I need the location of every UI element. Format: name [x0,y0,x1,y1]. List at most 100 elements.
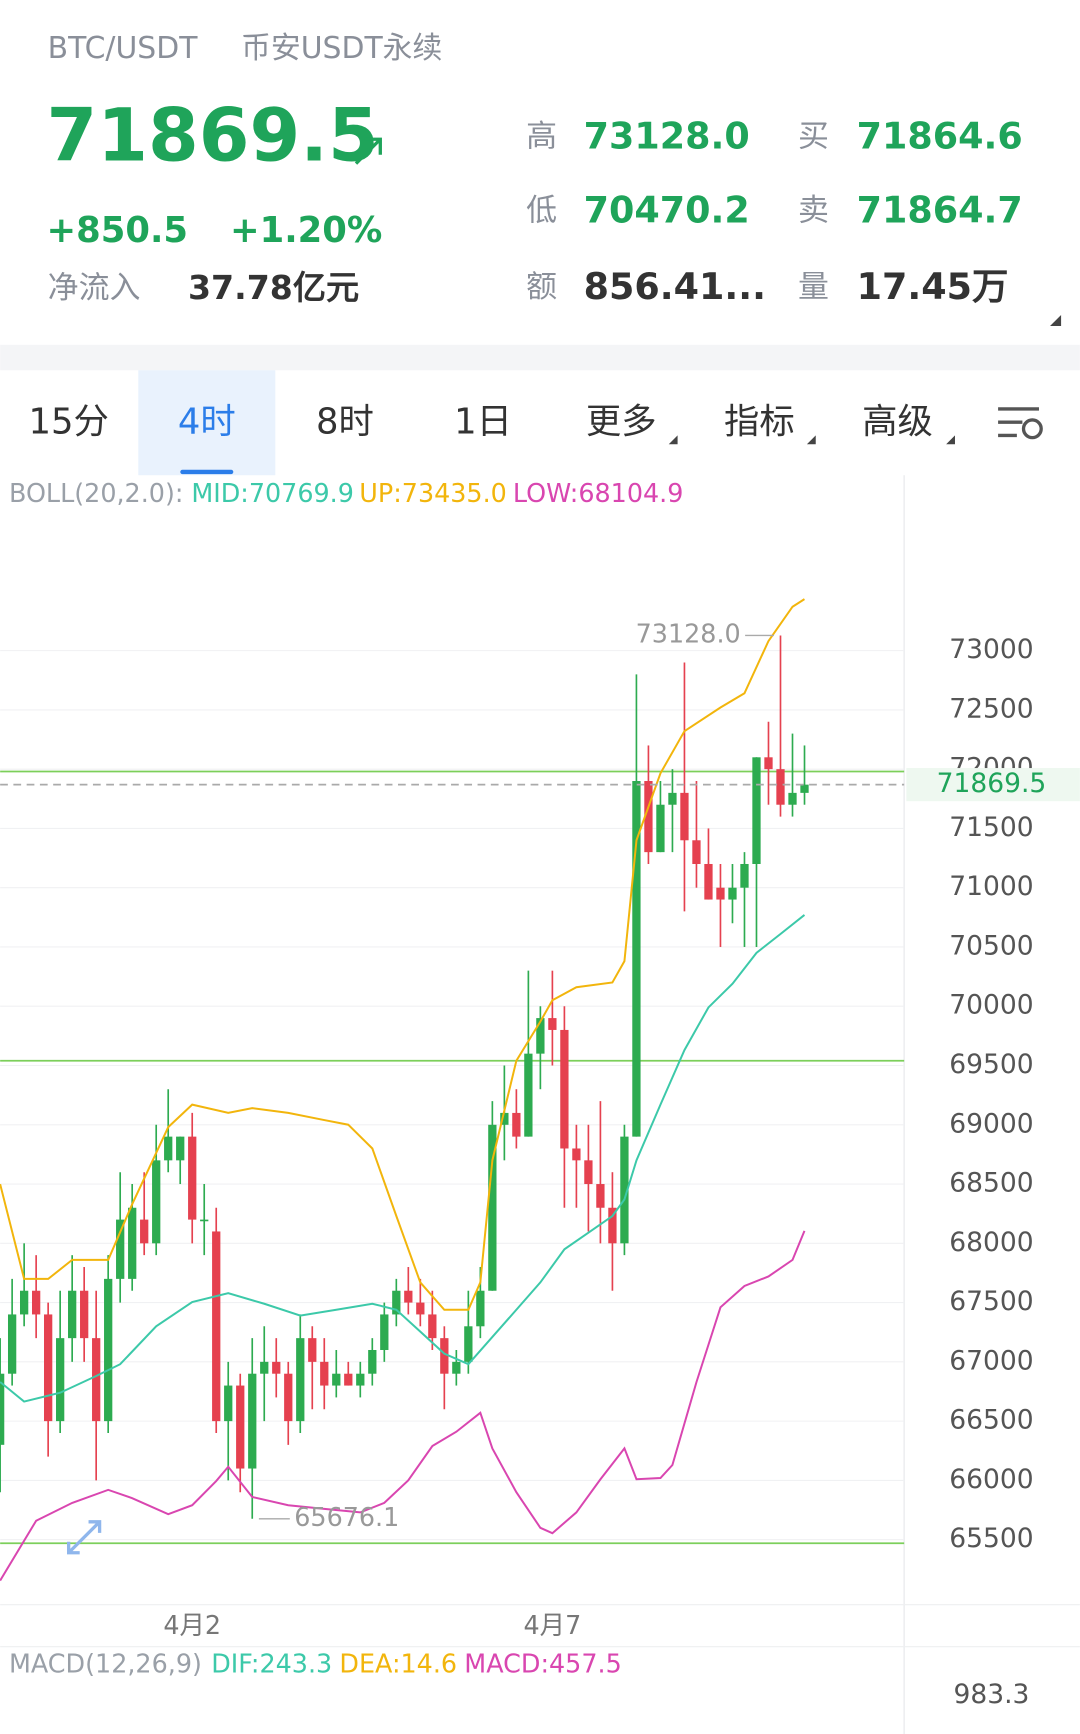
stat-label: 卖 [798,193,829,229]
divider [0,344,1080,371]
x-tick-label: 4月7 [524,1610,582,1640]
candle-body [704,863,713,900]
candle-body [356,1373,365,1386]
y-tick-label: 71500 [949,812,1033,843]
candle-body [512,1112,521,1137]
macd-title: MACD(12,26,9) [9,1648,202,1678]
settings-icon[interactable] [998,407,1043,440]
candle-body [464,1326,473,1362]
boll-line [0,598,806,1311]
candle-body [656,804,665,853]
candle-body [152,1160,161,1244]
y-tick-label: 70000 [949,990,1033,1021]
candle-body [632,781,641,1137]
macd-dif: DIF:243.3 [211,1648,332,1678]
candle-body [224,1385,233,1422]
low-mark-label: 65676.1 [294,1502,399,1532]
tab[interactable]: 高级 [862,401,933,442]
candle-body [524,1053,533,1137]
y-tick-label: 68000 [949,1227,1033,1258]
stat-value: 70470.2 [584,189,750,232]
candle-body [560,1029,569,1149]
candle-body [320,1361,329,1386]
icon-lines [998,407,1039,438]
candle-body [428,1314,437,1339]
icon-gear [1021,418,1043,440]
stat-value: 17.45万 [857,265,1009,308]
stats: 高 73128.0 低 70470.2 额 856.41... 买 71864.6 卖 71864… [526,115,1023,308]
candle-body [380,1314,389,1350]
y-tick-label: 67000 [949,1345,1033,1376]
y-tick-label: 65500 [949,1523,1033,1554]
candle-body [296,1338,305,1422]
candle-body [56,1338,65,1422]
tab[interactable]: 1日 [454,401,512,442]
selected-tab-indicator [180,469,234,475]
change: +850.5 [47,210,188,251]
boll-line [0,914,806,1403]
y-tick-label: 69000 [949,1108,1033,1139]
y-tick-label: 71000 [949,871,1033,902]
candle-body [140,1219,149,1244]
candle-body [368,1349,377,1374]
candle-body [776,769,785,805]
tab[interactable]: 15分 [28,401,108,442]
tab[interactable]: 8时 [316,401,374,442]
dropdown-triangles [668,435,955,445]
candle-body [176,1136,185,1161]
tab[interactable]: 更多 [586,401,657,442]
tab[interactable]: 指标 [724,401,795,442]
stat-label: 量 [798,269,829,305]
y-tick-label: 69500 [949,1049,1033,1080]
candle-body [308,1338,317,1362]
candle-body [716,887,725,900]
chart: 65500 66000 66500 67000 67500 68000 68500 69000… [0,478,1080,1640]
candle-body [92,1338,101,1422]
up-arrow [354,137,382,165]
candle-body [404,1290,413,1303]
candle-body [620,1136,629,1244]
candle-body [572,1148,581,1161]
candle-body [668,792,677,805]
candle-body [32,1290,41,1315]
candle-body [212,1231,221,1422]
candle-body [68,1290,77,1339]
candle-body [7,1314,17,1374]
candle-body [200,1219,209,1222]
expand-icon[interactable] [66,1520,102,1555]
y-tick-label: 67500 [949,1286,1033,1317]
boll-line [0,1230,806,1582]
candle-body [728,887,737,900]
indicator-title: BOLL(20,2.0): [9,478,183,508]
y-tick-label: 66000 [949,1464,1033,1495]
candle-body [236,1385,245,1469]
change-pct: +1.20% [230,210,382,251]
candle-body [536,1018,545,1054]
candle-body [392,1290,401,1315]
candle-body [248,1373,257,1469]
high-mark-label: 73128.0 [636,618,741,648]
legend-entry: UP:73435.0 [359,478,507,508]
candle-body [800,784,809,793]
selected-tab-bg [138,370,276,476]
tab[interactable]: 4时 [178,401,236,442]
candle-body [752,757,761,864]
candle-body [476,1290,485,1327]
candle-body [128,1207,137,1279]
candle-body [548,1018,557,1030]
y-tick-label: 68500 [949,1168,1033,1199]
candle-body [500,1112,509,1125]
macd-axis-label: 983.3 [953,1679,1029,1710]
symbol: BTC/USDT [48,31,199,66]
candle-body [104,1278,113,1422]
candle-body [488,1124,497,1291]
candle-body [164,1136,173,1161]
last-price: 71869.5 [47,93,379,178]
macd-value: MACD:457.5 [464,1648,621,1678]
stat-label: 高 [526,119,557,155]
candle-body [116,1219,125,1279]
tabs: 15分 4时 8时 1日 更多 指标 高级 [28,401,932,442]
y-tick-label: 72500 [949,693,1033,724]
candle-body [440,1338,449,1374]
